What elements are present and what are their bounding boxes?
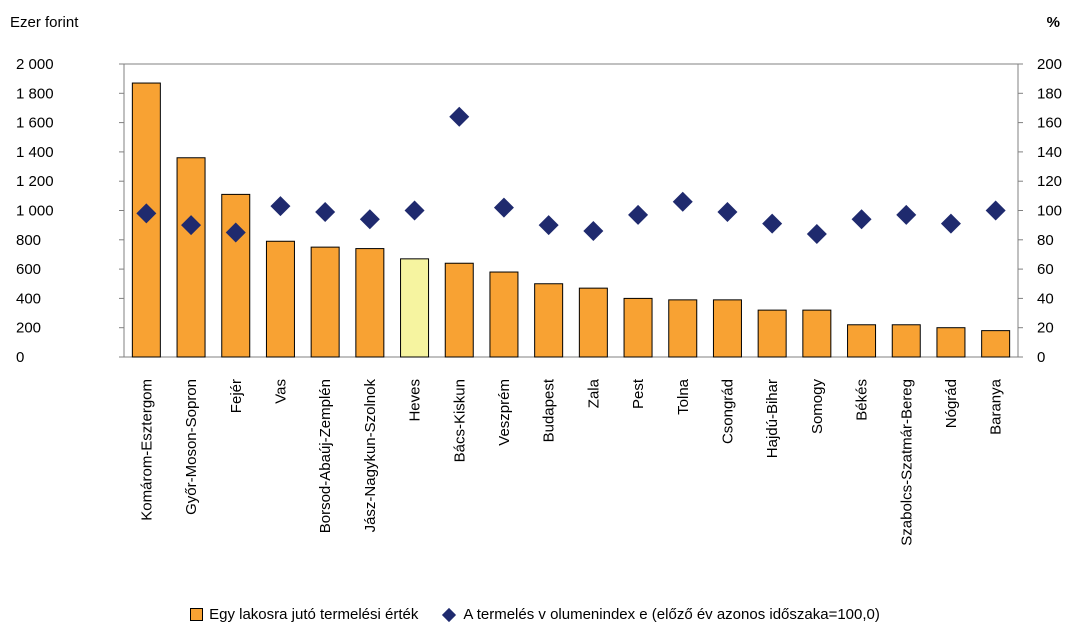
right-tick-label: 140 — [1037, 144, 1062, 161]
bar — [981, 330, 1011, 358]
right-tick-label: 120 — [1037, 173, 1062, 190]
category-label: Fejér — [228, 379, 245, 413]
diamond-marker — [940, 213, 961, 234]
bar — [176, 157, 206, 358]
diamond-marker — [717, 201, 738, 222]
diamond-marker — [851, 209, 872, 230]
bar — [444, 262, 474, 358]
marker-series — [136, 106, 1006, 244]
diamond-marker — [538, 215, 559, 236]
diamond-marker — [896, 204, 917, 225]
left-axis-unit: Ezer forint — [10, 14, 79, 31]
right-tick-label: 20 — [1037, 320, 1054, 337]
bar — [757, 309, 787, 358]
diamond-marker — [315, 201, 336, 222]
legend-item-bar: Egy lakosra jutó termelési érték — [190, 606, 418, 623]
category-label: Csongrád — [719, 379, 736, 444]
category-label: Somogy — [809, 379, 826, 435]
diamond-marker — [449, 106, 470, 127]
right-axis-unit: % — [1046, 14, 1060, 31]
bar — [221, 193, 251, 358]
bar — [623, 297, 653, 358]
legend-diamond-label: A termelés v olumenindex e (előző év azo… — [463, 606, 880, 623]
plot-frame — [123, 63, 1019, 358]
bar — [578, 287, 608, 358]
bar — [310, 246, 340, 358]
category-label: Komárom-Esztergom — [138, 379, 155, 521]
right-tick-label: 100 — [1037, 203, 1062, 220]
legend-bar-label: Egy lakosra jutó termelési érték — [209, 606, 419, 623]
diamond-marker — [762, 213, 783, 234]
category-labels: Komárom-Esztergom Győr-Moson-Sopron Fejér V… — [138, 378, 1004, 546]
right-tick-label: 200 — [1037, 56, 1062, 73]
category-label: Nógrád — [943, 379, 960, 428]
right-tick-label: 80 — [1037, 232, 1054, 249]
category-label: Baranya — [988, 378, 1005, 435]
diamond-marker — [404, 200, 425, 221]
right-tick-label: 0 — [1037, 349, 1045, 366]
left-tick-label: 1 800 — [16, 85, 54, 102]
bar — [534, 283, 564, 358]
category-label: Hajdú-Bihar — [764, 379, 781, 458]
right-tick-label: 60 — [1037, 261, 1054, 278]
category-label: Zala — [585, 378, 602, 408]
diamond-marker — [493, 197, 514, 218]
bar — [265, 240, 295, 358]
left-tick-label: 1 200 — [16, 173, 54, 190]
left-tick-label: 1 400 — [16, 144, 54, 161]
diamond-marker — [181, 215, 202, 236]
category-label: Bács-Kiskun — [451, 379, 468, 462]
diamond-marker — [136, 203, 157, 224]
bar — [847, 324, 877, 358]
bar — [936, 327, 966, 358]
bar — [489, 271, 519, 358]
left-tick-label: 400 — [16, 290, 41, 307]
diamond-marker — [583, 221, 604, 242]
right-tick-label: 40 — [1037, 290, 1054, 307]
category-label: Tolna — [675, 378, 692, 415]
left-tick-label: 200 — [16, 320, 41, 337]
plot-area — [123, 63, 1019, 358]
category-label: Vas — [272, 379, 289, 404]
category-label: Szabolcs-Szatmár-Bereg — [898, 379, 915, 546]
left-tick-label: 800 — [16, 232, 41, 249]
bar — [668, 299, 698, 358]
category-label: Veszprém — [496, 379, 513, 446]
bar — [712, 299, 742, 358]
diamond-marker — [225, 222, 246, 243]
bar — [891, 324, 921, 358]
category-label: Pest — [630, 378, 647, 409]
diamond-marker — [270, 196, 291, 217]
bar-series — [131, 82, 1011, 358]
diamond-marker — [985, 200, 1006, 221]
right-axis-ticks: 0 20 40 60 80 100 120 140 160 180 200 — [1018, 56, 1062, 366]
diamond-marker — [359, 209, 380, 230]
left-tick-label: 600 — [16, 261, 41, 278]
category-label: Győr-Moson-Sopron — [183, 379, 200, 515]
diamond-marker — [628, 204, 649, 225]
category-label: Heves — [407, 379, 424, 422]
category-label: Jász-Nagykun-Szolnok — [362, 379, 379, 533]
left-axis-ticks: 0 200 400 600 800 1 000 1 200 1 400 1 600 1 800 2 … — [16, 56, 124, 366]
legend-bar-swatch — [190, 608, 204, 621]
right-tick-label: 180 — [1037, 85, 1062, 102]
bar — [802, 309, 832, 358]
legend: Egy lakosra jutó termelési érték A terme… — [0, 606, 1070, 623]
bar — [400, 258, 430, 358]
left-tick-label: 1 000 — [16, 203, 54, 220]
left-tick-label: 1 600 — [16, 115, 54, 132]
legend-diamond-icon — [442, 607, 457, 622]
category-label: Budapest — [541, 378, 558, 442]
legend-item-diamond: A termelés v olumenindex e (előző év azo… — [442, 606, 880, 623]
diamond-marker — [672, 191, 693, 212]
left-tick-label: 0 — [16, 349, 24, 366]
right-tick-label: 160 — [1037, 115, 1062, 132]
bar — [355, 248, 385, 358]
left-tick-label: 2 000 — [16, 56, 54, 73]
category-label: Békés — [854, 379, 871, 421]
category-label: Borsod-Abaúj-Zemplén — [317, 379, 334, 533]
diamond-marker — [806, 223, 827, 244]
